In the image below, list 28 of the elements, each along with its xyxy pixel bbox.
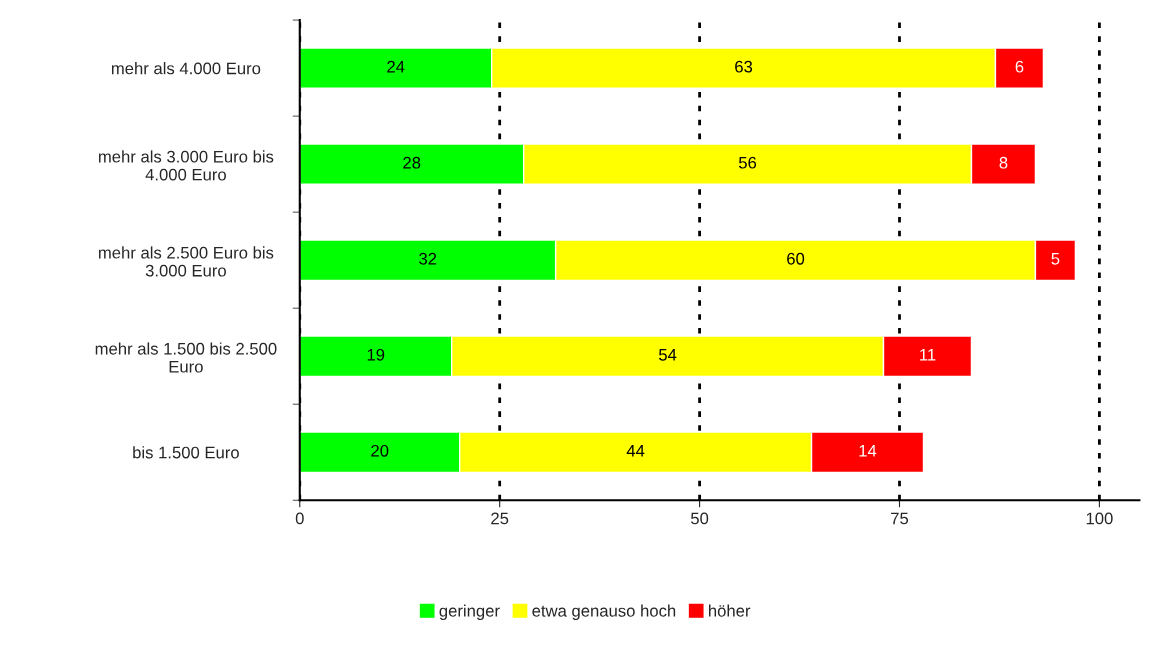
data-label: 8 <box>999 156 1008 169</box>
data-label: 20 <box>371 444 389 457</box>
legend-label: etwa genauso hoch <box>532 604 676 621</box>
y-tick-label: bis 1.500 Euro <box>133 446 239 459</box>
x-tick-label: 25 <box>491 512 509 525</box>
y-tick-label: mehr als 1.500 bis 2.500 Euro <box>95 342 277 373</box>
data-label: 44 <box>626 445 645 457</box>
data-label: 14 <box>859 445 877 457</box>
x-tick-label: 100 <box>1086 512 1113 525</box>
x-tick-label: 75 <box>891 512 909 525</box>
data-label: 24 <box>387 60 405 73</box>
data-label: 19 <box>367 348 385 361</box>
x-tick-label: 50 <box>690 512 709 525</box>
y-tick-label: mehr als 2.500 Euro bis 3.000 Euro <box>98 246 274 277</box>
data-label: 63 <box>735 60 753 73</box>
data-label: 5 <box>1051 253 1060 265</box>
y-tick-label: mehr als 3.000 Euro bis 4.000 Euro <box>98 150 274 181</box>
data-label: 54 <box>659 349 677 361</box>
data-label: 56 <box>738 156 757 169</box>
data-label: 28 <box>403 156 421 169</box>
data-label: 32 <box>419 252 437 265</box>
legend-label: höher <box>709 604 751 617</box>
y-tick-label: mehr als 4.000 Euro <box>111 62 261 75</box>
x-tick-label: 0 <box>295 512 304 525</box>
data-label: 6 <box>1015 60 1024 73</box>
data-label: 11 <box>920 349 936 361</box>
legend-label: geringer <box>439 604 500 621</box>
data-label: 60 <box>787 252 805 265</box>
